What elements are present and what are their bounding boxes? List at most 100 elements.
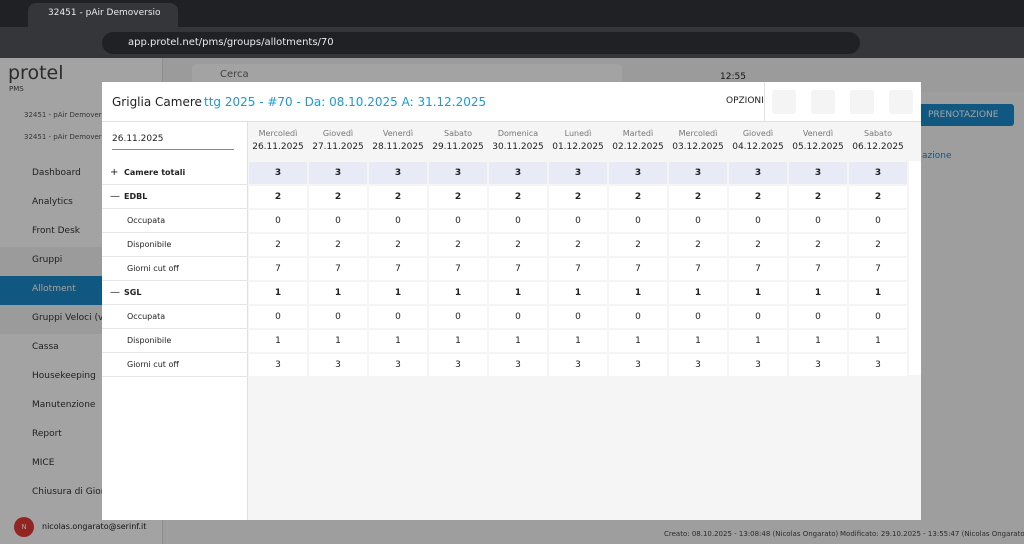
nav-item[interactable]: Manutenzione [32,400,96,410]
options-button[interactable]: OPZIONI [726,96,764,106]
cell[interactable]: 2 [369,234,427,256]
nav-item[interactable]: Front Desk [32,226,80,236]
nav-item[interactable]: Report [32,429,62,439]
nav-item[interactable]: Allotment [32,284,76,294]
cell[interactable]: 7 [369,258,427,280]
date-input[interactable]: 26.11.2025 [112,134,234,150]
nav-item[interactable]: Gruppi [32,255,63,265]
url-box[interactable] [102,32,860,54]
cell[interactable]: 1 [669,282,727,304]
cell[interactable]: 2 [669,186,727,208]
cell[interactable]: 0 [789,306,847,328]
nav-item[interactable]: Dashboard [32,168,81,178]
cell[interactable]: 7 [549,258,607,280]
cell[interactable]: 3 [669,354,727,376]
cell[interactable]: 0 [849,306,907,328]
nav-item[interactable]: Chiusura di Giorna [32,487,116,497]
cell[interactable]: 0 [369,210,427,232]
cell[interactable]: 7 [609,258,667,280]
cell[interactable]: 0 [609,306,667,328]
close-button[interactable] [889,90,913,114]
cell[interactable]: 0 [549,210,607,232]
cell[interactable]: 0 [249,210,307,232]
cell[interactable]: 1 [789,330,847,352]
cell[interactable]: 2 [249,186,307,208]
nav-item[interactable]: MICE [32,458,55,468]
cell[interactable]: 3 [309,162,367,184]
cell[interactable]: 1 [489,282,547,304]
cell[interactable]: 3 [249,162,307,184]
cell[interactable]: 0 [549,306,607,328]
cell[interactable]: 3 [609,354,667,376]
cell[interactable]: 0 [489,306,547,328]
cell[interactable]: 0 [429,306,487,328]
cell[interactable]: 3 [429,354,487,376]
cell[interactable]: 3 [789,162,847,184]
cell[interactable]: 7 [309,258,367,280]
cell[interactable]: 1 [249,330,307,352]
cell[interactable]: 2 [789,186,847,208]
cell[interactable]: 1 [609,330,667,352]
cell[interactable]: 3 [789,354,847,376]
nav-item[interactable]: Analytics [32,197,73,207]
cell[interactable]: 3 [429,162,487,184]
cell[interactable]: 2 [429,186,487,208]
cell[interactable]: 3 [669,162,727,184]
cell[interactable]: 1 [549,330,607,352]
cell[interactable]: 3 [249,354,307,376]
cell[interactable]: 7 [249,258,307,280]
search[interactable]: Cerca [192,64,622,86]
cell[interactable]: 1 [429,330,487,352]
cell[interactable]: 0 [609,210,667,232]
cell[interactable]: 3 [489,354,547,376]
row-toggle[interactable]: — [110,191,120,202]
cell[interactable]: 1 [849,282,907,304]
print-button[interactable] [772,90,796,114]
cell[interactable]: 0 [309,210,367,232]
cell[interactable]: 0 [249,306,307,328]
cell[interactable]: 3 [549,162,607,184]
cell[interactable]: 2 [549,234,607,256]
cell[interactable]: 7 [489,258,547,280]
cell[interactable]: 1 [729,330,787,352]
cell[interactable]: 1 [849,330,907,352]
cell[interactable]: 1 [609,282,667,304]
row-toggle[interactable]: + [110,167,119,178]
cell[interactable]: 0 [369,306,427,328]
cell[interactable]: 1 [669,330,727,352]
nav-item[interactable]: Gruppi Veloci (v2) [32,313,113,323]
bg-button[interactable]: PRENOTAZIONE [912,104,1014,126]
cell[interactable]: 1 [549,282,607,304]
fullscreen-button[interactable] [850,90,874,114]
cell[interactable]: 1 [729,282,787,304]
cell[interactable]: 3 [609,162,667,184]
cell[interactable]: 0 [669,210,727,232]
cell[interactable]: 1 [489,330,547,352]
cell[interactable]: 1 [369,282,427,304]
cell[interactable]: 2 [309,186,367,208]
cell[interactable]: 1 [789,282,847,304]
cell[interactable]: 1 [249,282,307,304]
nav-item[interactable]: Cassa [32,342,59,352]
cell[interactable]: 0 [849,210,907,232]
cell[interactable]: 3 [729,162,787,184]
cell[interactable]: 7 [789,258,847,280]
cell[interactable]: 2 [669,234,727,256]
row-toggle[interactable]: — [110,287,120,298]
cell[interactable]: 0 [489,210,547,232]
cell[interactable]: 2 [729,234,787,256]
cell[interactable]: 3 [369,354,427,376]
cell[interactable]: 3 [849,162,907,184]
property[interactable]: 32451 - pAir Demoversi [24,111,108,119]
cell[interactable]: 0 [669,306,727,328]
cell[interactable]: 3 [849,354,907,376]
cell[interactable]: 0 [729,210,787,232]
cell[interactable]: 0 [429,210,487,232]
user[interactable]: nicolas.ongarato@serinf.it [42,522,147,531]
cell[interactable]: 2 [369,186,427,208]
cell[interactable]: 7 [849,258,907,280]
cell[interactable]: 3 [489,162,547,184]
cell[interactable]: 3 [729,354,787,376]
cell[interactable]: 1 [429,282,487,304]
cell[interactable]: 2 [609,234,667,256]
